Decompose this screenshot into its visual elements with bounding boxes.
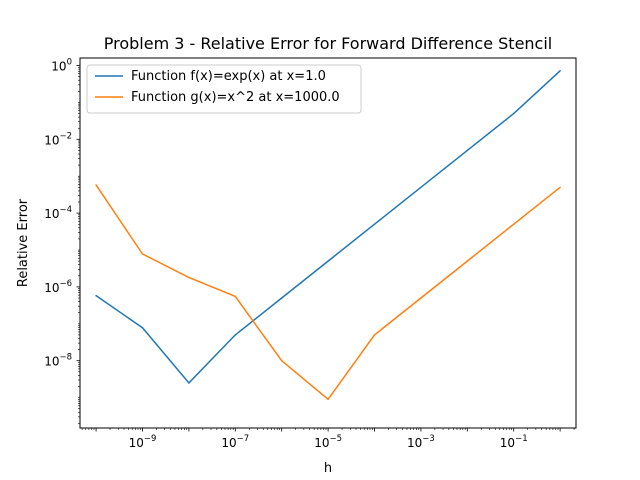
x-axis-ticks: 10−9 10−7 10−5 10−3 10−1 [81,428,575,450]
series-1-point [141,253,144,255]
y-tick-label: 10−6 [44,279,72,295]
y-tick-label: 10−2 [44,131,72,147]
legend-label-g: Function g(x)=x^2 at x=1000.0 [131,90,340,105]
series-0-point [188,382,190,384]
series-1-point [188,276,190,279]
series-0-point [280,297,283,299]
series-1-point [327,398,329,401]
x-tick-label: 10−3 [407,434,435,450]
series-0-point [512,112,515,115]
series-1-point [559,186,561,189]
legend-box [86,64,362,114]
series-0-point [234,334,237,336]
series-0-point [373,223,376,225]
series-0-point [559,70,561,72]
series-0-point [141,327,144,329]
series-0-point [327,260,329,262]
chart-title: Problem 3 - Relative Error for Forward D… [104,34,553,53]
x-tick-label: 10−5 [314,434,342,450]
plot-lines [95,70,561,401]
series-0-point [466,149,469,152]
series-0-point [420,186,422,189]
series-1-point [373,334,376,336]
x-axis-label: h [324,461,332,476]
series-1-point [420,297,422,299]
legend: Function f(x)=exp(x) at x=1.0 Function g… [86,64,362,114]
y-tick-label: 100 [51,58,72,74]
series-0-point [95,294,97,297]
series-1-point [512,223,515,225]
y-axis-ticks: 10−8 10−6 10−4 10−2 100 [44,58,80,424]
x-tick-label: 10−7 [221,434,249,450]
series-1-point [95,184,97,186]
x-tick-label: 10−9 [129,434,157,450]
y-axis-label: Relative Error [16,198,31,287]
y-tick-label: 10−4 [44,205,72,221]
series-1-point [466,260,469,262]
series-1-point [234,295,237,298]
legend-label-f: Function f(x)=exp(x) at x=1.0 [131,69,326,84]
series-1-point [280,359,283,362]
x-tick-label: 10−1 [500,434,528,450]
y-tick-label: 10−8 [44,353,72,369]
